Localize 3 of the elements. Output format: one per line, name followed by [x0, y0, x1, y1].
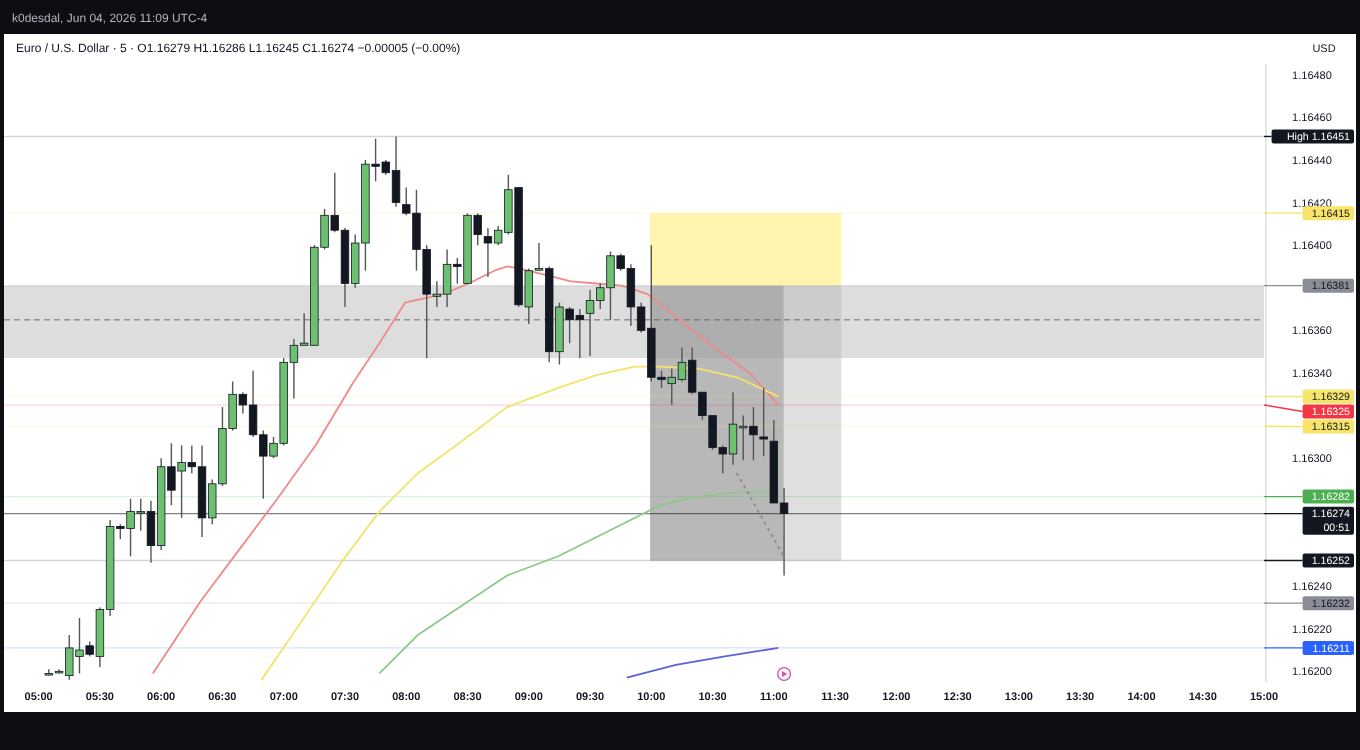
candlestick [759, 387, 768, 457]
line-series [625, 647, 780, 679]
line-series [151, 265, 780, 675]
